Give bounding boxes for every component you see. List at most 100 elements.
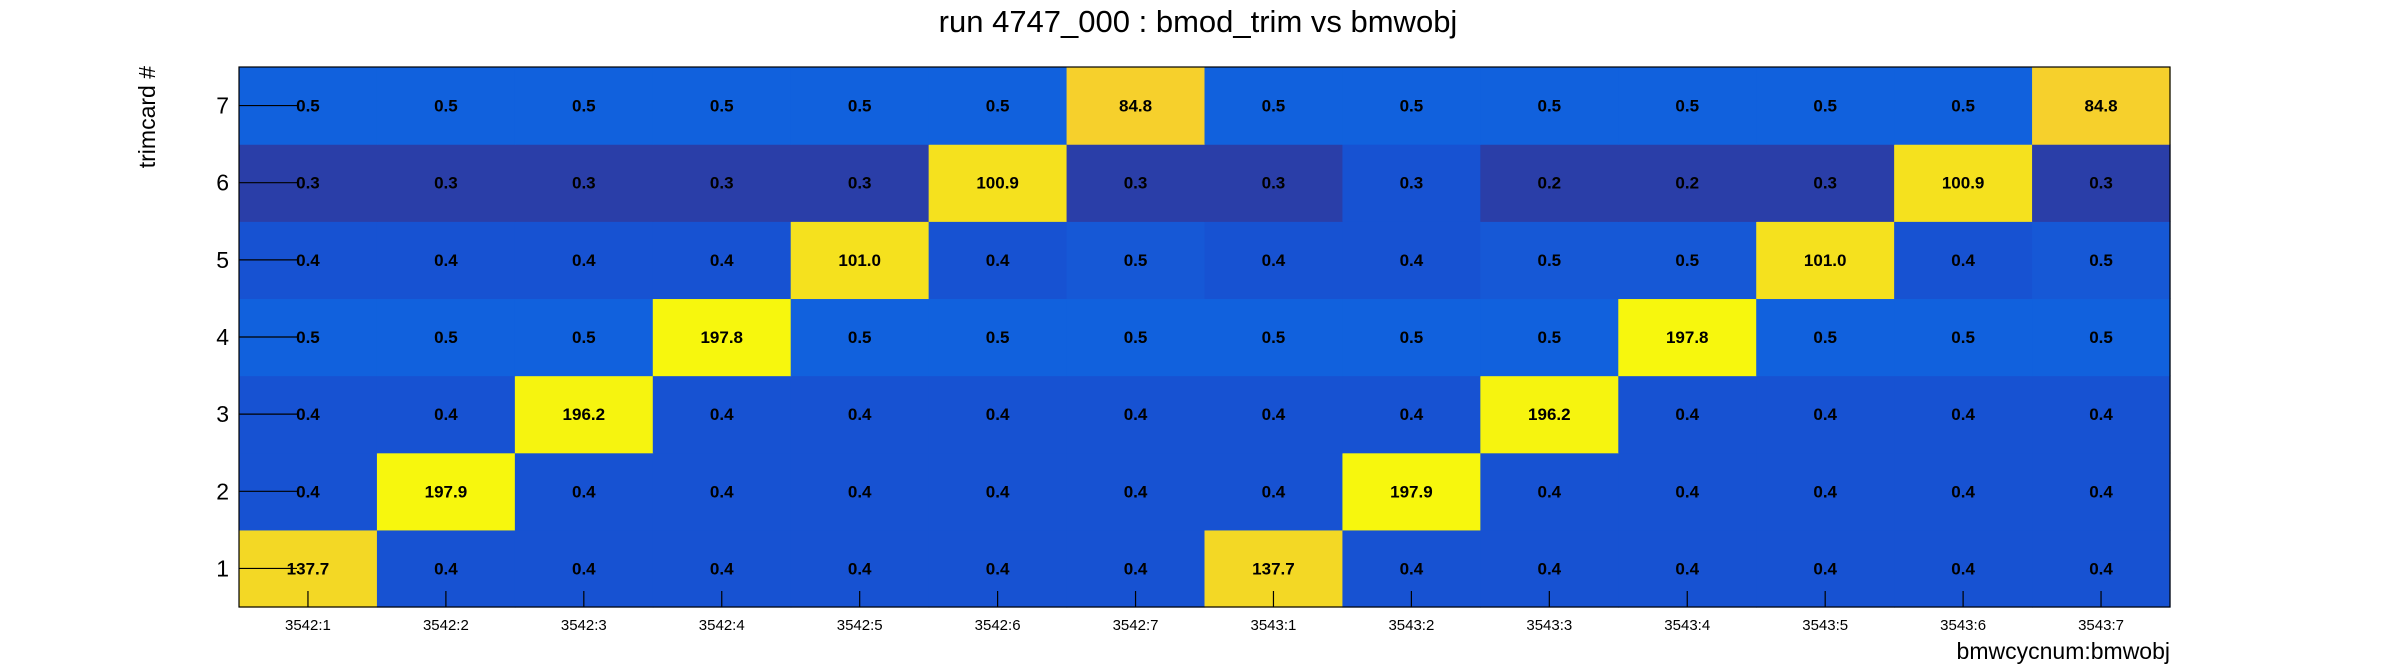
- heatmap-cell: [1204, 452, 1344, 531]
- cell-value-label: 0.4: [1537, 482, 1561, 501]
- heatmap-cell: [928, 452, 1068, 531]
- heatmap-cell: [1342, 375, 1481, 454]
- x-tick-label: 3543:3: [1526, 617, 1572, 634]
- heatmap-cell: [514, 375, 654, 454]
- heatmap-cell: [790, 375, 930, 454]
- cell-value-label: 100.9: [976, 174, 1019, 193]
- heatmap-cell: [1204, 375, 1344, 454]
- chart-title: run 4747_000 : bmod_trim vs bmwobj: [939, 4, 1458, 39]
- cell-value-label: 0.4: [2089, 482, 2113, 501]
- y-tick-label: 2: [216, 478, 229, 504]
- cell-value-label: 0.4: [1675, 482, 1699, 501]
- cell-value-label: 0.4: [848, 405, 872, 424]
- cell-value-label: 0.5: [1400, 328, 1424, 347]
- heatmap-cell: [514, 221, 654, 300]
- heatmap-cell: [1618, 452, 1757, 531]
- cell-value-label: 0.4: [1400, 559, 1424, 578]
- cell-value-label: 196.2: [563, 405, 606, 424]
- cell-value-label: 0.5: [434, 328, 458, 347]
- heatmap-cell: [652, 144, 792, 222]
- cell-value-label: 0.5: [572, 328, 596, 347]
- x-tick-label: 3543:2: [1388, 617, 1434, 634]
- cell-value-label: 0.4: [1675, 405, 1699, 424]
- heatmap-cell: [928, 144, 1068, 222]
- cell-value-label: 0.5: [1537, 328, 1561, 347]
- cell-value-label: 0.3: [2089, 174, 2113, 193]
- heatmap-cell: [1618, 144, 1757, 222]
- cell-value-label: 137.7: [287, 559, 330, 578]
- heatmap-cell: [1066, 298, 1206, 377]
- cell-value-label: 0.5: [1400, 97, 1424, 116]
- cell-value-label: 0.4: [296, 482, 320, 501]
- x-tick-label: 3543:1: [1251, 617, 1297, 634]
- cell-value-label: 0.4: [1951, 559, 1975, 578]
- x-tick-label: 3542:2: [423, 617, 469, 634]
- heatmap-cell: [1618, 67, 1757, 145]
- cell-value-label: 0.5: [848, 328, 872, 347]
- cell-value-label: 84.8: [2084, 97, 2117, 116]
- heatmap-cell: [1480, 452, 1619, 531]
- cell-value-label: 0.4: [434, 405, 458, 424]
- cell-value-label: 0.5: [986, 97, 1010, 116]
- cell-value-label: 0.4: [710, 559, 734, 578]
- heatmap-cell: [1342, 67, 1481, 145]
- heatmap-cell: [1756, 221, 1895, 300]
- heatmap-cell: [1756, 375, 1895, 454]
- cell-value-label: 0.5: [296, 97, 320, 116]
- heatmap-cell: [514, 452, 654, 531]
- cell-value-label: 0.4: [710, 482, 734, 501]
- cell-value-label: 100.9: [1942, 174, 1985, 193]
- cell-value-label: 0.4: [1813, 405, 1837, 424]
- heatmap-cell: [1756, 452, 1895, 531]
- heatmap-cell: [1204, 144, 1344, 222]
- heatmap-cell: [1066, 375, 1206, 454]
- cell-value-label: 0.4: [848, 482, 872, 501]
- heatmap-cell: [1066, 221, 1206, 300]
- cell-value-label: 0.5: [986, 328, 1010, 347]
- cell-value-label: 0.5: [1675, 251, 1699, 270]
- cell-value-label: 0.4: [1675, 559, 1699, 578]
- cell-value-label: 101.0: [838, 251, 881, 270]
- cell-value-label: 0.4: [1124, 405, 1148, 424]
- x-axis-label: bmwcycnum:bmwobj: [1957, 638, 2170, 664]
- cell-value-label: 0.3: [848, 174, 872, 193]
- y-axis-label: trimcard #: [134, 66, 160, 168]
- heatmap-cell: [1066, 144, 1206, 222]
- heatmap-cell: [376, 298, 516, 377]
- heatmap-cell: [1894, 452, 2033, 531]
- heatmap-cell: [790, 67, 930, 145]
- x-tick-label: 3543:5: [1802, 617, 1848, 634]
- cell-value-label: 0.4: [1262, 482, 1286, 501]
- cell-value-label: 196.2: [1528, 405, 1571, 424]
- y-tick-label: 4: [216, 324, 229, 350]
- heatmap-cell: [790, 221, 930, 300]
- heatmap-cell: [376, 452, 516, 531]
- cell-value-label: 0.3: [296, 174, 320, 193]
- cell-value-label: 197.9: [1390, 482, 1433, 501]
- cell-value-label: 0.4: [1813, 559, 1837, 578]
- heatmap-cells: [239, 67, 2171, 608]
- x-tick-label: 3542:5: [837, 617, 883, 634]
- cell-value-label: 0.5: [1262, 97, 1286, 116]
- heatmap-cell: [1618, 375, 1757, 454]
- cell-value-label: 0.4: [710, 251, 734, 270]
- cell-value-label: 0.5: [1813, 328, 1837, 347]
- cell-value-label: 0.4: [1124, 559, 1148, 578]
- cell-value-label: 0.4: [572, 482, 596, 501]
- heatmap-cell: [1342, 221, 1481, 300]
- cell-value-label: 0.3: [1400, 174, 1424, 193]
- cell-value-label: 0.3: [572, 174, 596, 193]
- cell-value-label: 197.8: [700, 328, 743, 347]
- cell-value-label: 0.2: [1537, 174, 1561, 193]
- x-tick-label: 3543:4: [1664, 617, 1710, 634]
- heatmap-cell: [1480, 298, 1619, 377]
- cell-value-label: 0.4: [1951, 405, 1975, 424]
- heatmap-cell: [928, 221, 1068, 300]
- heatmap-cell: [652, 375, 792, 454]
- cell-value-label: 0.3: [1813, 174, 1837, 193]
- heatmap-cell: [1342, 298, 1481, 377]
- y-tick-label: 5: [216, 247, 229, 273]
- heatmap-cell: [928, 298, 1068, 377]
- heatmap-cell: [2032, 375, 2171, 454]
